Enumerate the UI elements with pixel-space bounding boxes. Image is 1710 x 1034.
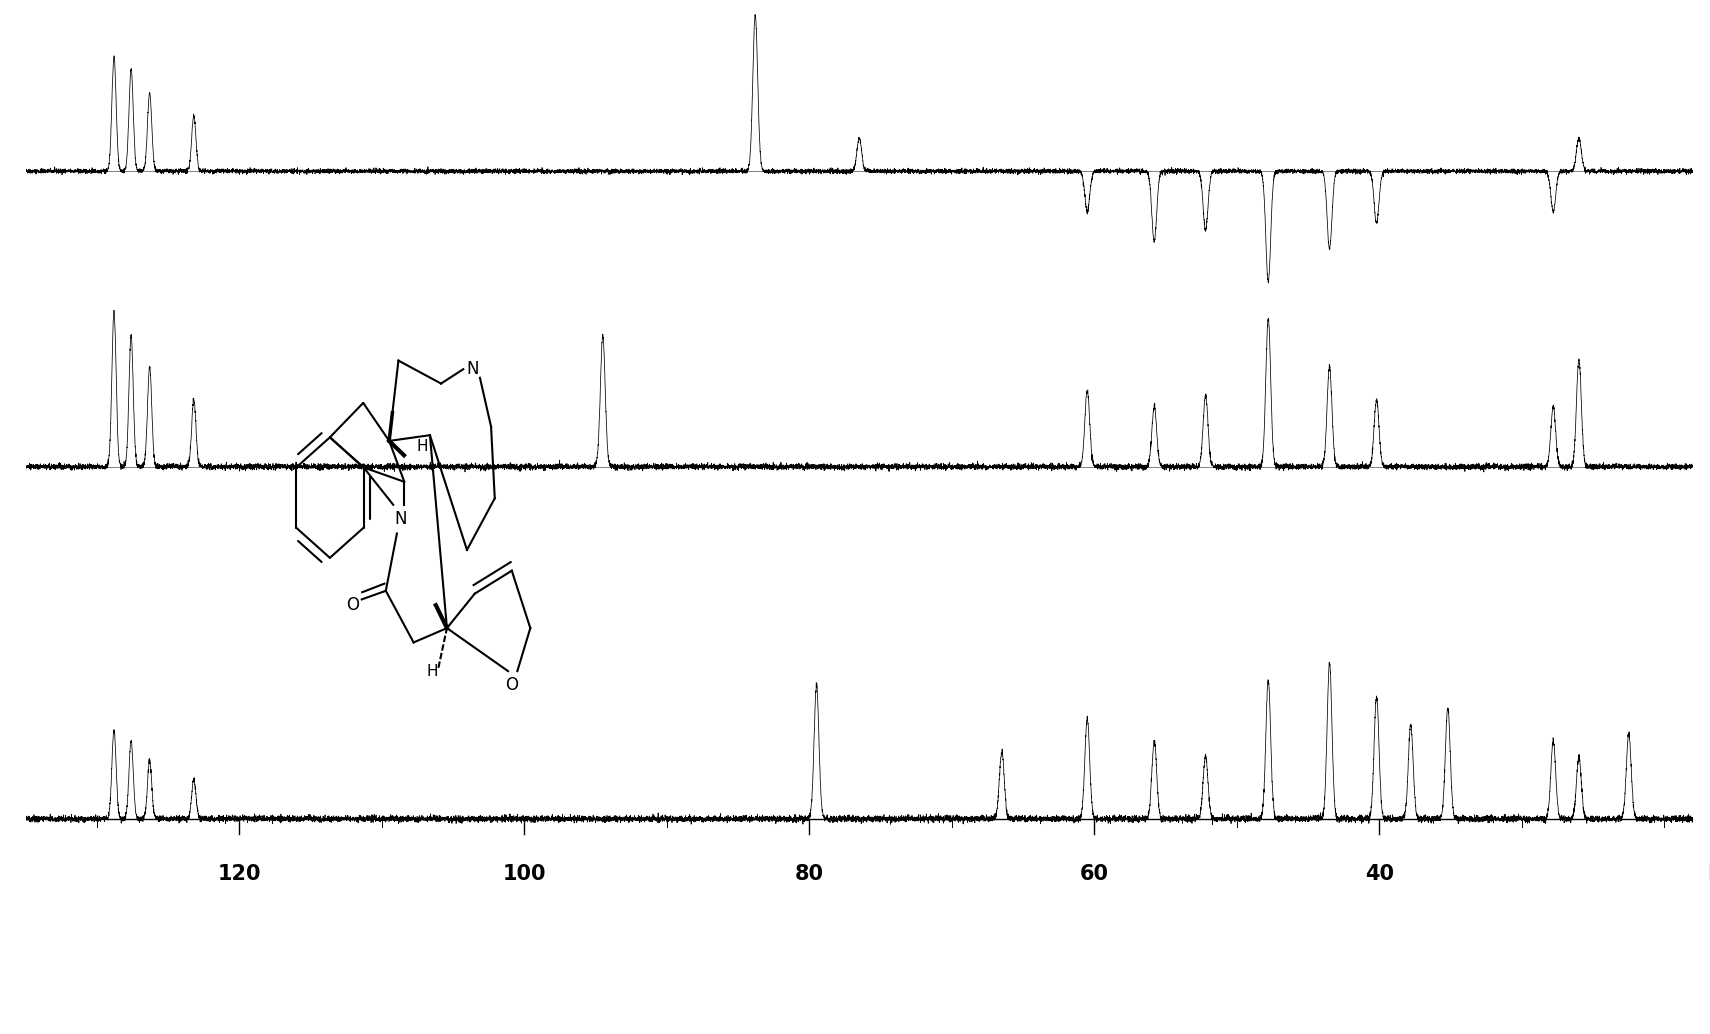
Text: 80: 80 — [795, 864, 824, 884]
Text: O: O — [345, 597, 359, 614]
Text: PPM: PPM — [1707, 864, 1710, 884]
Text: 60: 60 — [1081, 864, 1108, 884]
Text: N: N — [395, 510, 407, 528]
Text: N: N — [467, 360, 479, 378]
Text: O: O — [504, 676, 518, 695]
Text: H: H — [426, 664, 438, 678]
Text: 100: 100 — [503, 864, 545, 884]
Text: 40: 40 — [1365, 864, 1394, 884]
Text: 120: 120 — [217, 864, 262, 884]
Text: H: H — [417, 439, 428, 454]
